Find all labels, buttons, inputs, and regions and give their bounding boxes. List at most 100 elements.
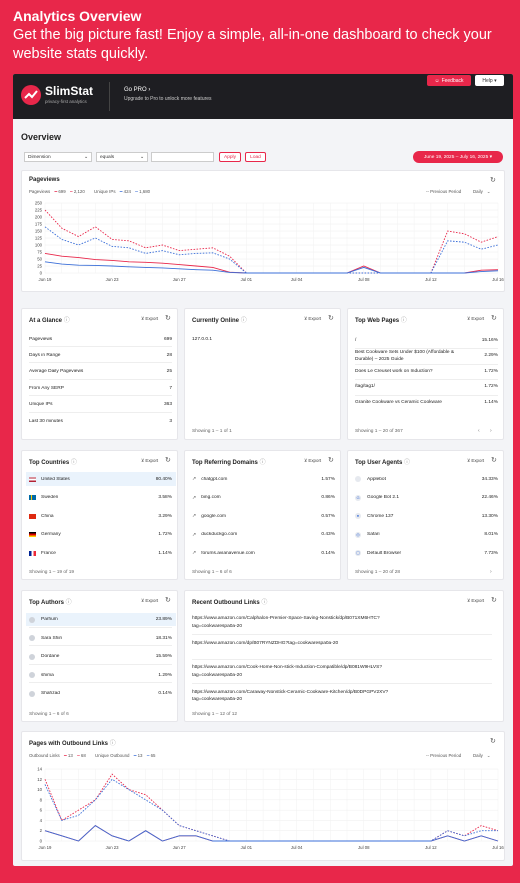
export-button[interactable]: ⊻ Export — [141, 598, 159, 603]
list-item[interactable]: ↗ bing.com 0.86% — [192, 493, 335, 503]
list-item[interactable]: ↗ forums.avianavenue.com 0.14% — [192, 548, 335, 558]
export-button[interactable]: ⊻ Export — [141, 458, 159, 463]
export-button[interactable]: ⊻ Export — [467, 598, 485, 603]
filter-value-input[interactable] — [151, 152, 214, 162]
outbound-link-url[interactable]: https://www.amazon.com/Cook-Home-Non-sti… — [192, 665, 382, 670]
outbound-link-item[interactable]: https://www.amazon.com/Cook-Home-Non-sti… — [192, 664, 492, 679]
legend-outbound[interactable]: Outbound Links — [29, 753, 60, 758]
refresh-icon[interactable]: ↻ — [491, 457, 497, 464]
list-item[interactable]: ↗ chatgpt.com 1.57% — [192, 474, 335, 484]
refresh-icon[interactable]: ↻ — [328, 315, 334, 322]
list-item-value: 23.89% — [155, 617, 172, 622]
list-item[interactable]: Last 30 minutes 3 — [29, 416, 172, 426]
go-pro-link[interactable]: Go PRO › — [124, 87, 151, 93]
prev-page-icon[interactable]: ‹ — [478, 428, 480, 434]
apply-button[interactable]: Apply — [219, 152, 241, 162]
series-line-unique-ips-solid[interactable] — [44, 261, 499, 274]
refresh-icon[interactable]: ↻ — [165, 457, 171, 464]
list-item[interactable]: ● Chrome 137 13.30% — [355, 511, 498, 521]
list-item-label: Unique IPs — [29, 402, 53, 408]
list-item[interactable]: G Google Bot 2.1 22.46% — [355, 493, 498, 503]
list-item[interactable]: ↗ google.com 0.57% — [192, 511, 335, 521]
series-line-outbound-links-dashed[interactable] — [44, 773, 499, 842]
list-item[interactable]: China 3.29% — [29, 511, 172, 521]
list-item[interactable]: Granite Cookware vs Ceramic Cookware 1.14… — [355, 396, 498, 408]
list-item[interactable]: Average Daily Pageviews 25 — [29, 367, 172, 377]
date-range-picker[interactable]: June 19, 2025 – July 16, 2025 ▾ — [413, 151, 503, 163]
feedback-button[interactable]: ☺ Feedback — [427, 75, 471, 86]
list-item[interactable]: Does Le Creuset work on Induction? 1.72% — [355, 365, 498, 377]
list-item[interactable]: Sweden 3.58% — [29, 493, 172, 503]
safari-icon: ◎ — [355, 531, 361, 538]
y-tick-label: 75 — [37, 250, 42, 255]
list-item[interactable]: From Any SERP 7 — [29, 383, 172, 393]
legend-unique-outbound[interactable]: Unique Outbound — [95, 753, 130, 758]
list-item-label: Parhum — [41, 617, 58, 622]
list-item[interactable]: ↗ duckduckgo.com 0.43% — [192, 530, 335, 540]
refresh-icon[interactable]: ↻ — [490, 177, 496, 184]
outbound-link-item[interactable]: https://www.amazon.com/Caraway-Nonstick-… — [192, 689, 492, 704]
x-tick-label: Jul 01 — [241, 277, 253, 282]
export-button[interactable]: ⊻ Export — [467, 316, 485, 321]
refresh-icon[interactable]: ↻ — [165, 597, 171, 604]
default-browser-icon: ▢ — [355, 550, 361, 557]
list-item[interactable]: / 15.16% — [355, 334, 498, 346]
card-title: Recent Outbound Links ⓘ — [192, 597, 267, 606]
top-bar: SlimStat privacy-first analytics Go PRO … — [13, 74, 513, 119]
chevron-down-icon: ⌄ — [486, 189, 491, 194]
series-line-unique-outbound-solid[interactable] — [44, 825, 499, 842]
list-item[interactable]: Unique IPs 363 — [29, 400, 172, 410]
series-line-unique-ips-dashed[interactable] — [44, 226, 499, 274]
outbound-link-item[interactable]: https://www.amazon.com/dp/B07RYNZDHG?tag… — [192, 640, 492, 648]
top-user-agents-card: Top User Agents ⓘ ⊻ Export ↻ Showing 1 –… — [347, 450, 504, 580]
row-highlight — [26, 613, 176, 626]
list-item[interactable]: Dordane 15.59% — [29, 652, 172, 662]
export-button[interactable]: ⊻ Export — [304, 458, 322, 463]
top-user-agents-title: Top User Agents — [355, 460, 403, 466]
interval-select[interactable]: Daily ⌄ — [473, 189, 490, 195]
list-item[interactable]: Days in Range 28 — [29, 350, 172, 360]
list-item[interactable]: shima 1.29% — [29, 670, 172, 680]
pagination-info: Showing 1 – 6 of 6 — [29, 712, 69, 717]
refresh-icon[interactable]: ↻ — [328, 457, 334, 464]
list-item[interactable]: Parhum 23.89% — [29, 615, 172, 625]
list-item[interactable]: Shahzad 0.14% — [29, 689, 172, 699]
x-tick-label: Jul 04 — [291, 845, 303, 850]
legend-uniqueips[interactable]: Unique IPs — [94, 189, 116, 194]
list-item[interactable]: United States 80.40% — [29, 474, 172, 484]
list-item[interactable]: Best Cookware Sets Under $100 (Affordabl… — [355, 350, 498, 362]
list-item[interactable]: Germany 1.72% — [29, 530, 172, 540]
list-item[interactable]: Sara Shiri 18.31% — [29, 633, 172, 643]
refresh-icon[interactable]: ↻ — [491, 597, 497, 604]
series-line-pageviews-solid[interactable] — [44, 252, 499, 274]
refresh-icon[interactable]: ↻ — [491, 315, 497, 322]
export-button[interactable]: ⊻ Export — [304, 316, 322, 321]
load-button[interactable]: Load — [245, 152, 266, 162]
outbound-link-item[interactable]: https://www.amazon.com/Calphalon-Premier… — [192, 615, 492, 630]
list-item[interactable]: /tag/tag1/1.72% — [355, 381, 498, 393]
list-item[interactable]: ▢ Default Browser 7.73% — [355, 548, 498, 558]
list-item-label: duckduckgo.com — [201, 532, 238, 538]
operator-select[interactable]: equals ⌄ — [96, 152, 148, 162]
outbound-link-url[interactable]: https://www.amazon.com/Calphalon-Premier… — [192, 616, 380, 621]
series-line-outbound-links-solid[interactable] — [44, 825, 499, 842]
next-page-icon[interactable]: › — [490, 569, 492, 575]
avatar — [29, 635, 35, 642]
outbound-link-url[interactable]: https://www.amazon.com/Caraway-Nonstick-… — [192, 689, 389, 695]
refresh-icon[interactable]: ↻ — [490, 738, 496, 745]
dimension-select[interactable]: Dimension ⌄ — [24, 152, 92, 162]
refresh-icon[interactable]: ↻ — [165, 315, 171, 322]
outbound-link-url[interactable]: https://www.amazon.com/dp/B07RYNZDHG?tag… — [192, 640, 339, 646]
help-button[interactable]: Help ▾ — [475, 75, 504, 86]
list-item[interactable]: France 1.14% — [29, 548, 172, 558]
interval-select[interactable]: Daily ⌄ — [473, 753, 490, 759]
legend-pageviews[interactable]: Pageviews — [29, 189, 51, 194]
series-line-pageviews-dashed[interactable] — [44, 209, 499, 274]
list-item[interactable]: Pageviews 699 — [29, 334, 172, 344]
list-item[interactable]: ◎ Safari 8.01% — [355, 530, 498, 540]
next-page-icon[interactable]: › — [490, 428, 492, 434]
export-button[interactable]: ⊻ Export — [467, 458, 485, 463]
series-line-unique-outbound-dashed[interactable] — [44, 778, 498, 842]
list-item[interactable]: Applebot 34.33% — [355, 474, 498, 484]
export-button[interactable]: ⊻ Export — [141, 316, 159, 321]
